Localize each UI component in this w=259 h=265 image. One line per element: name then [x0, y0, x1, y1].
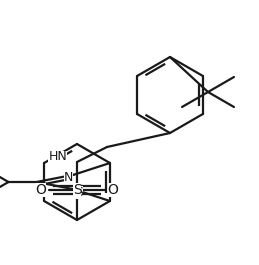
Text: O: O — [35, 183, 46, 197]
Text: N: N — [64, 171, 74, 184]
Text: HN: HN — [48, 151, 67, 164]
Text: S: S — [75, 186, 83, 199]
Text: O: O — [107, 183, 118, 197]
Text: S: S — [73, 183, 81, 197]
